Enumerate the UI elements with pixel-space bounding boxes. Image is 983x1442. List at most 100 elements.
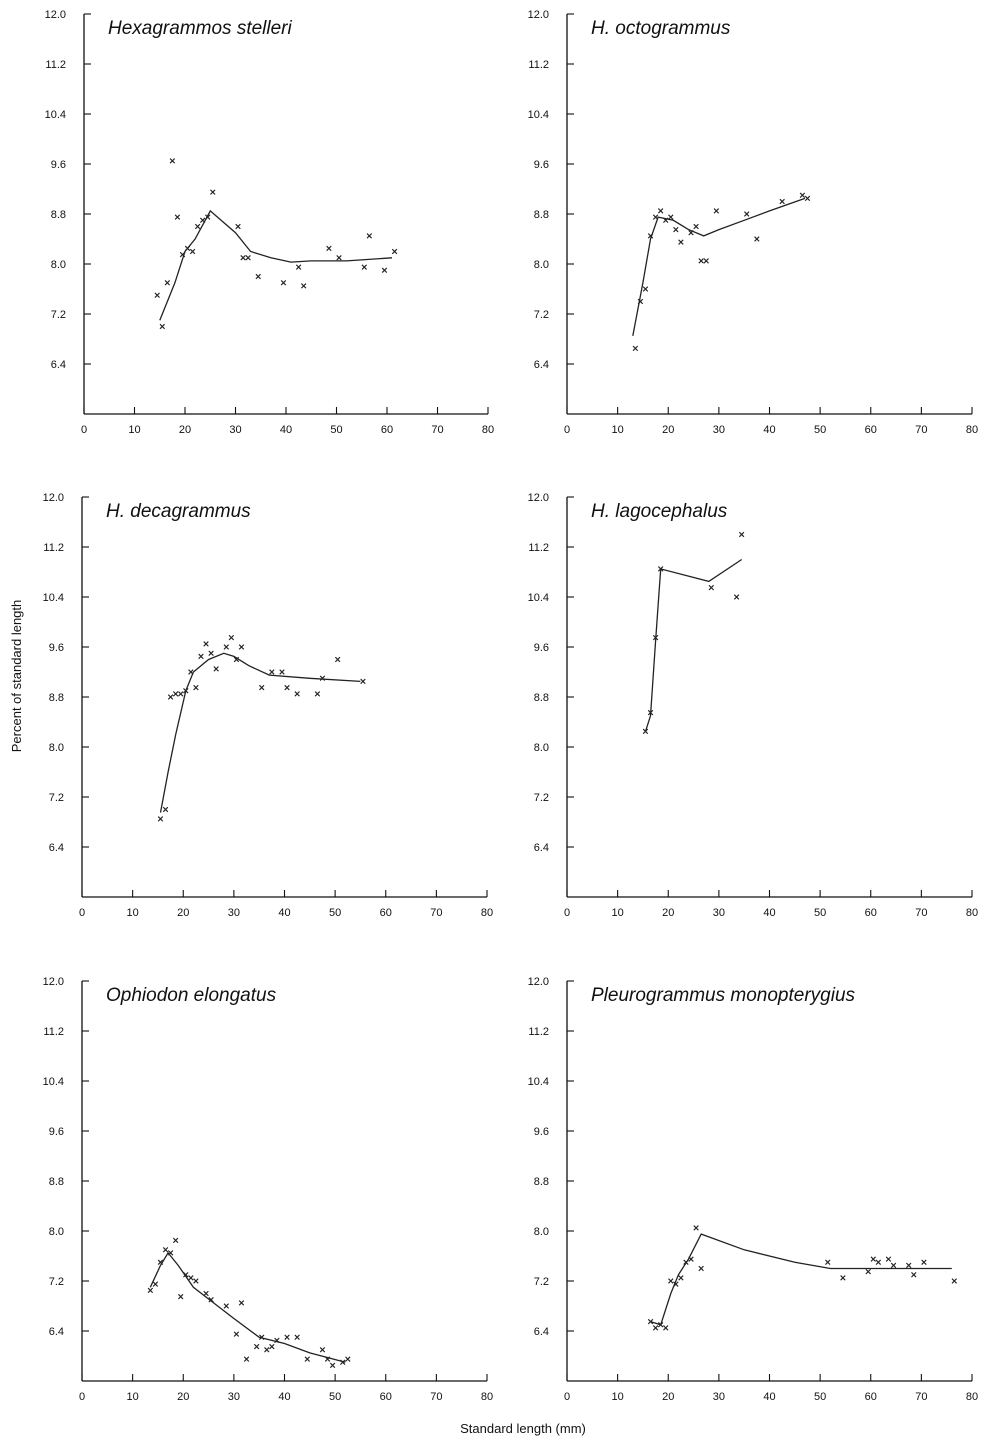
data-point-stroke xyxy=(203,641,209,647)
y-axis-label: Percent of standard length xyxy=(9,600,24,753)
data-point-stroke xyxy=(178,691,184,697)
data-point-stroke xyxy=(870,1256,876,1262)
data-point-stroke xyxy=(336,255,342,261)
data-point xyxy=(708,584,714,591)
y-tick-label: 6.4 xyxy=(49,1326,64,1338)
data-point xyxy=(673,1281,679,1287)
y-tick-label: 11.2 xyxy=(43,542,64,554)
data-point-stroke xyxy=(708,584,714,591)
data-point-stroke xyxy=(657,1322,664,1328)
x-tick-label: 30 xyxy=(228,907,240,919)
data-point-stroke xyxy=(366,233,373,239)
data-point xyxy=(295,264,302,270)
data-point-stroke xyxy=(159,323,165,330)
x-tick-label: 60 xyxy=(381,424,393,436)
data-point xyxy=(334,656,341,663)
data-point-stroke xyxy=(274,1337,280,1344)
data-point-stroke xyxy=(264,1347,270,1353)
y-tick-label: 7.2 xyxy=(51,309,66,321)
x-tick-label: 10 xyxy=(127,907,139,919)
data-point xyxy=(647,1318,654,1325)
data-point-stroke xyxy=(361,264,367,270)
data-point-stroke xyxy=(245,255,251,261)
data-point xyxy=(340,1359,346,1365)
data-point-stroke xyxy=(334,656,341,663)
data-point-stroke xyxy=(198,653,204,660)
data-point xyxy=(154,292,160,298)
data-point xyxy=(693,1225,699,1231)
data-point xyxy=(162,1247,169,1253)
data-point-stroke xyxy=(642,728,649,735)
x-tick-label: 20 xyxy=(179,424,191,436)
data-point xyxy=(391,248,398,255)
y-tick-label: 8.0 xyxy=(534,1226,549,1238)
data-point-stroke xyxy=(174,214,181,220)
data-point xyxy=(294,691,300,697)
data-point xyxy=(647,709,654,716)
panel-title: H. lagocephalus xyxy=(591,501,728,522)
data-point xyxy=(360,678,366,685)
x-tick-label: 0 xyxy=(564,424,570,436)
y-tick-label: 8.0 xyxy=(49,1226,64,1238)
data-point xyxy=(642,286,649,292)
x-tick-label: 30 xyxy=(713,907,725,919)
x-tick-label: 70 xyxy=(915,424,927,436)
data-point xyxy=(314,691,321,697)
data-point-stroke xyxy=(911,1272,917,1278)
y-tick-label: 6.4 xyxy=(534,1326,549,1338)
data-point xyxy=(673,226,679,233)
data-point-stroke xyxy=(673,226,679,233)
data-point xyxy=(169,158,176,164)
fit-line xyxy=(149,1251,346,1363)
data-point xyxy=(642,728,649,735)
data-point xyxy=(193,1278,199,1284)
data-point-stroke xyxy=(269,669,275,675)
data-point xyxy=(825,1259,831,1265)
data-point-stroke xyxy=(319,1347,326,1353)
data-point-stroke xyxy=(269,1343,275,1350)
data-point-stroke xyxy=(280,280,287,286)
fit-line xyxy=(644,558,743,732)
y-tick-label: 9.6 xyxy=(534,1126,549,1138)
data-point-stroke xyxy=(199,217,206,223)
data-point-stroke xyxy=(167,694,174,700)
data-point xyxy=(906,1262,912,1269)
data-point-stroke xyxy=(253,1343,260,1350)
data-point xyxy=(911,1272,917,1278)
data-point-stroke xyxy=(642,286,649,292)
data-point-stroke xyxy=(188,1275,194,1281)
panel-ophiodon-elongatus: 12.0 11.2 10.4 9.6 8.8 8.0 7.2 6.4 0 10 20 30 40 50 60… xyxy=(43,976,494,1403)
data-point-stroke xyxy=(921,1259,927,1265)
data-point-stroke xyxy=(284,1334,290,1340)
data-point-stroke xyxy=(329,1362,336,1369)
data-point-stroke xyxy=(713,208,720,214)
data-point-stroke xyxy=(294,1334,300,1340)
data-point xyxy=(870,1256,876,1262)
data-point xyxy=(208,650,214,656)
data-point xyxy=(336,255,342,261)
data-point-stroke xyxy=(213,666,219,672)
data-point xyxy=(228,634,235,641)
data-point-stroke xyxy=(906,1262,912,1269)
data-point-stroke xyxy=(243,1356,250,1362)
data-point-stroke xyxy=(647,233,654,239)
data-point-stroke xyxy=(668,214,674,220)
y-tick-label: 7.2 xyxy=(49,792,64,804)
data-point xyxy=(951,1278,957,1284)
panel-title: Ophiodon elongatus xyxy=(106,985,277,1006)
data-point xyxy=(208,1297,214,1303)
x-tick-label: 50 xyxy=(329,1391,341,1403)
data-point xyxy=(264,1347,270,1353)
data-point xyxy=(875,1259,882,1265)
y-tick-label: 11.2 xyxy=(45,59,66,71)
y-tick-label: 8.8 xyxy=(534,692,549,704)
y-tick-label: 6.4 xyxy=(49,842,64,854)
data-point xyxy=(329,1362,336,1369)
data-point-stroke xyxy=(865,1268,871,1275)
data-point xyxy=(205,214,211,220)
data-point-stroke xyxy=(319,675,326,681)
data-point xyxy=(233,656,240,663)
data-point xyxy=(284,1334,290,1340)
data-point xyxy=(698,1265,704,1272)
